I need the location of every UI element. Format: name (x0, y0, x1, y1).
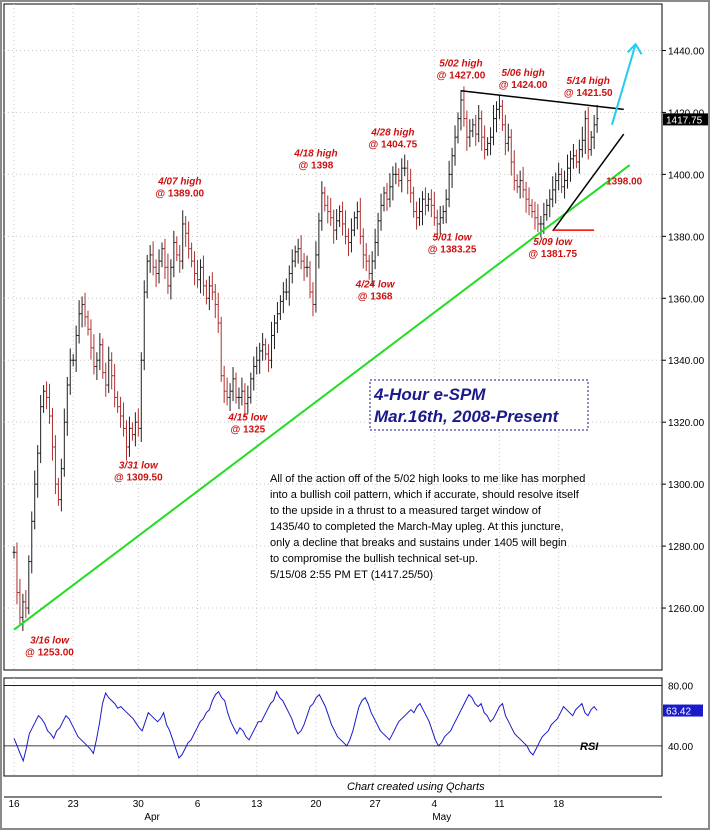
price-tick-label: 1320.00 (668, 418, 705, 429)
month-label-may: May (432, 812, 451, 823)
x-tick-label: 11 (494, 799, 505, 810)
target-arrow-head (626, 42, 643, 55)
annotation-label: 3/31 low (119, 461, 159, 472)
rsi-label: RSI (580, 741, 599, 753)
commentary-line: 5/15/08 2:55 PM ET (1417.25/50) (270, 569, 433, 581)
rsi-tick-label: 40.00 (668, 742, 693, 753)
trendline-support (13, 164, 631, 631)
annotation-label: 3/16 low (30, 636, 70, 647)
price-tick-label: 1300.00 (668, 480, 705, 491)
annotation-label: @ 1427.00 (437, 71, 486, 82)
x-tick-label: 18 (553, 799, 565, 810)
annotation-label: @ 1424.00 (499, 80, 548, 91)
x-tick-label: 4 (432, 799, 438, 810)
chart-title: 4-Hour e-SPM (373, 385, 486, 404)
legend-box (369, 379, 589, 431)
x-tick-label: 20 (310, 799, 322, 810)
commentary-line: 1435/40 to completed the March-May upleg… (270, 521, 564, 533)
annotation-label: @ 1389.00 (155, 188, 204, 199)
annotation-label: @ 1368 (358, 291, 393, 302)
rsi-last-value: 63.42 (666, 707, 691, 718)
x-tick-label: 27 (370, 799, 382, 810)
annotation-label: @ 1398 (299, 161, 334, 172)
commentary-line: only a decline that breaks and sustains … (270, 537, 567, 549)
x-tick-label: 30 (133, 799, 145, 810)
annotation-label: @ 1325 (230, 425, 265, 436)
commentary-line: to compromise the bullish technical set-… (270, 553, 478, 565)
rsi-last-marker (663, 704, 703, 717)
x-tick-label: 6 (195, 799, 201, 810)
annotation-label: 5/01 low (433, 232, 473, 243)
last-price-marker (663, 113, 709, 126)
trendline-coil-top (460, 89, 624, 111)
annotation-label: 4/18 high (293, 149, 337, 160)
annotation-label: 5/09 low (533, 237, 573, 248)
annotation-label: 4/07 high (157, 176, 201, 187)
annotation-label: @ 1404.75 (369, 140, 418, 151)
commentary-line: to the upside in a thrust to a measured … (270, 505, 542, 517)
trendline-coil-bottom (552, 133, 625, 232)
price-panel (3, 3, 663, 671)
annotation-label: @ 1381.75 (528, 249, 577, 260)
price-tick-label: 1280.00 (668, 542, 705, 553)
x-tick-label: 23 (68, 799, 80, 810)
price-tick-label: 1260.00 (668, 604, 705, 615)
annotation-label: 5/06 high (501, 68, 544, 79)
commentary-line: All of the action off of the 5/02 high l… (270, 473, 585, 485)
annotation-label: @ 1309.50 (114, 473, 163, 484)
commentary-line: into a bullish coil pattern, which if ac… (270, 489, 580, 501)
price-tick-label: 1400.00 (668, 170, 705, 181)
price-tick-label: 1360.00 (668, 294, 705, 305)
trendline-target-arrow (610, 43, 637, 126)
price-tick-label: 1340.00 (668, 356, 705, 367)
month-label-apr: Apr (144, 812, 160, 823)
annotation-label: @ 1421.50 (564, 88, 613, 99)
annotation-label: @ 1383.25 (428, 244, 477, 255)
annotation-label: 4/24 low (355, 279, 396, 290)
annotation-label: @ 1253.00 (25, 648, 74, 659)
rsi-tick-label: 80.00 (668, 682, 693, 693)
annotation-label: 4/28 high (370, 128, 414, 139)
footer-credit: Chart created using Qcharts (347, 781, 485, 793)
x-tick-label: 13 (251, 799, 263, 810)
annotation-label: 1398.00 (606, 177, 643, 188)
price-tick-label: 1440.00 (668, 46, 705, 57)
annotation-label: 4/15 low (227, 413, 268, 424)
x-tick-label: 16 (8, 799, 20, 810)
chart-subtitle: Mar.16th, 2008-Present (374, 407, 560, 426)
annotation-label: 5/14 high (567, 76, 610, 87)
rsi-line (13, 690, 598, 763)
price-tick-label: 1380.00 (668, 232, 705, 243)
annotation-label: 5/02 high (439, 59, 482, 70)
last-price-label: 1417.75 (666, 115, 703, 126)
